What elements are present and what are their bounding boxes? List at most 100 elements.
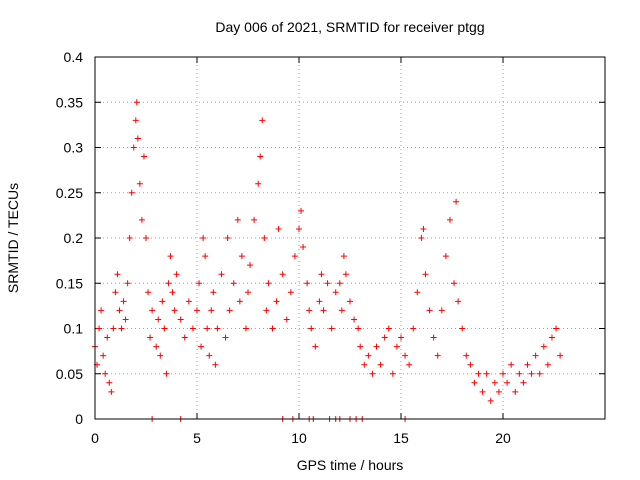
data-point: [230, 280, 237, 287]
data-point: [114, 271, 121, 278]
y-tick-label: 0.3: [64, 140, 84, 156]
data-point: [475, 370, 482, 377]
y-tick-label: 0: [75, 411, 83, 427]
data-point: [389, 370, 396, 377]
data-point: [163, 370, 170, 377]
data-point: [504, 379, 511, 386]
data-point: [149, 307, 156, 314]
data-point: [463, 352, 470, 359]
x-tick-label: 10: [291, 430, 307, 446]
y-tick-label: 0.05: [56, 366, 83, 382]
data-point: [194, 307, 200, 314]
data-point: [398, 334, 404, 341]
y-axis-label: SRMTID / TECUs: [5, 183, 21, 293]
data-point: [438, 307, 445, 314]
data-point: [420, 225, 427, 232]
plot-frame: [94, 56, 606, 420]
data-point: [261, 235, 268, 241]
data-point: [102, 370, 109, 377]
data-point: [434, 352, 441, 359]
data-point: [548, 334, 555, 341]
data-point: [369, 370, 376, 377]
data-point: [487, 397, 494, 404]
data-point: [218, 271, 225, 278]
data-point: [222, 334, 229, 341]
y-tick-label: 0.25: [56, 185, 83, 201]
data-point: [132, 117, 139, 124]
data-point: [126, 235, 133, 241]
data-point: [108, 388, 115, 395]
data-point: [238, 253, 245, 260]
data-point: [298, 207, 305, 214]
data-point: [96, 325, 103, 332]
y-tick-label: 0.4: [64, 49, 84, 65]
data-point: [373, 343, 380, 350]
data-point: [528, 370, 535, 377]
data-point: [275, 225, 282, 232]
data-point: [247, 262, 254, 269]
data-point: [212, 361, 219, 368]
data-point: [210, 289, 217, 296]
data-point: [106, 379, 113, 386]
data-point: [198, 343, 205, 350]
data-point: [308, 325, 315, 332]
data-point: [342, 271, 349, 278]
data-point: [112, 289, 119, 296]
data-point: [306, 307, 313, 314]
data-point: [100, 352, 107, 359]
data-point: [273, 298, 280, 305]
data-point: [418, 235, 425, 241]
data-point: [361, 361, 368, 368]
data-point: [347, 298, 353, 305]
data-point: [442, 253, 449, 260]
data-point: [316, 298, 323, 305]
data-point: [422, 271, 429, 278]
axis-ticks: 0 5 10 15 20 0 0.05 0.1 0.15 0.2 0.25 0.3 0.35 0.4: [56, 49, 605, 446]
data-point: [224, 235, 231, 241]
data-point: [177, 316, 184, 323]
data-point: [98, 307, 105, 314]
data-point: [116, 307, 123, 314]
data-point: [453, 198, 460, 205]
data-point: [130, 144, 137, 151]
data-point: [451, 280, 458, 287]
data-point: [495, 388, 502, 395]
data-point: [257, 153, 264, 160]
y-tick-label: 0.2: [64, 230, 84, 246]
data-point: [167, 253, 174, 260]
data-point: [385, 325, 392, 332]
data-point: [446, 216, 453, 223]
data-point: [169, 289, 176, 296]
data-point: [136, 180, 143, 187]
data-point: [312, 343, 319, 350]
data-point: [540, 343, 547, 350]
data-point: [536, 370, 543, 377]
data-point: [340, 253, 347, 260]
data-point: [145, 289, 152, 296]
data-point: [189, 325, 196, 332]
data-point: [512, 388, 519, 395]
data-point: [467, 361, 474, 368]
data-point: [516, 370, 523, 377]
chart-title: Day 006 of 2021, SRMTID for receiver ptg…: [215, 19, 484, 35]
data-points: [92, 99, 564, 422]
data-point: [200, 235, 207, 241]
data-point: [204, 325, 211, 332]
data-point: [206, 352, 213, 359]
data-point: [181, 334, 188, 341]
data-point: [118, 325, 125, 332]
data-point: [133, 99, 140, 106]
data-point: [173, 271, 180, 278]
data-point: [381, 334, 388, 341]
data-point: [279, 271, 286, 278]
data-point: [426, 307, 433, 314]
data-point: [263, 307, 270, 314]
data-point: [355, 325, 362, 332]
data-point: [134, 135, 141, 142]
data-point: [161, 325, 168, 332]
data-point: [196, 280, 203, 287]
data-point: [402, 352, 409, 359]
data-point: [202, 253, 209, 260]
x-tick-label: 0: [91, 430, 99, 446]
data-point: [242, 325, 249, 332]
